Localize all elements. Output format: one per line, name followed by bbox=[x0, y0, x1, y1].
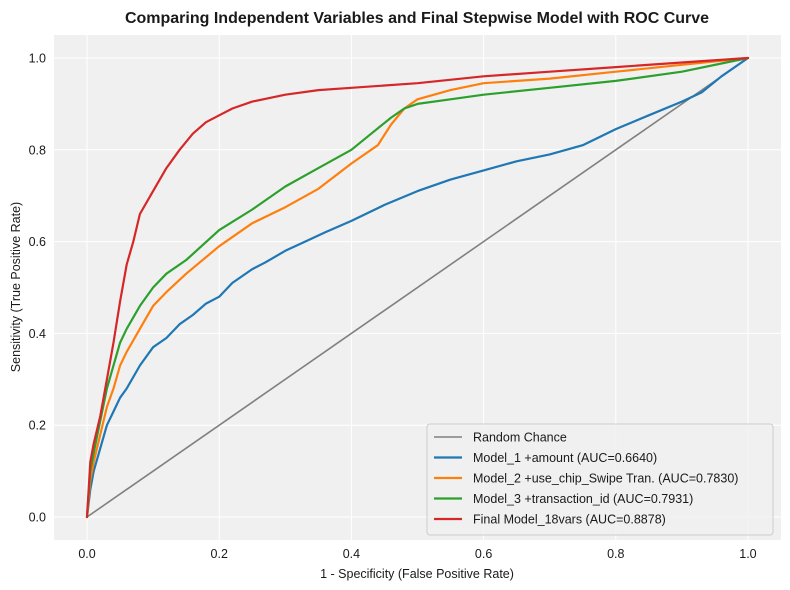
y-tick-label: 1.0 bbox=[29, 51, 46, 65]
chart-title: Comparing Independent Variables and Fina… bbox=[125, 10, 709, 27]
y-tick-label: 0.0 bbox=[29, 511, 46, 525]
series-line-0 bbox=[86, 57, 749, 518]
y-tick-label: 0.2 bbox=[29, 419, 46, 433]
legend-label-1: Model_1 +amount (AUC=0.6640) bbox=[473, 451, 657, 465]
legend-box bbox=[426, 423, 774, 536]
x-axis-label: 1 - Specificity (False Positive Rate) bbox=[320, 567, 514, 581]
x-tick-labels: 0.0 0.2 0.4 0.6 0.8 1.0 bbox=[78, 547, 756, 561]
legend-label-0: Random Chance bbox=[473, 431, 567, 445]
x-tick-label: 0.8 bbox=[607, 547, 624, 561]
grid-lines bbox=[54, 35, 781, 540]
legend-label-2: Model_2 +use_chip_Swipe Tran. (AUC=0.783… bbox=[473, 472, 738, 486]
x-tick-label: 0.6 bbox=[475, 547, 492, 561]
series-line-2 bbox=[85, 56, 750, 519]
x-tick-label: 1.0 bbox=[739, 547, 756, 561]
legend-label-4: Final Model_18vars (AUC=0.8878) bbox=[473, 513, 666, 527]
series-line-3 bbox=[85, 56, 750, 519]
y-tick-label: 0.8 bbox=[29, 143, 46, 157]
x-tick-label: 0.0 bbox=[78, 547, 95, 561]
x-tick-label: 0.2 bbox=[211, 547, 228, 561]
x-tick-label: 0.4 bbox=[343, 547, 360, 561]
y-tick-labels: 0.0 0.2 0.4 0.6 0.8 1.0 bbox=[29, 51, 46, 524]
y-axis-label: Sensitivity (True Positive Rate) bbox=[9, 202, 23, 372]
y-tick-label: 0.4 bbox=[29, 327, 46, 341]
legend-label-3: Model_3 +transaction_id (AUC=0.7931) bbox=[473, 492, 693, 506]
series-line-1 bbox=[85, 56, 750, 519]
legend: Random Chance Model_1 +amount (AUC=0.6640… bbox=[426, 423, 774, 536]
series-line-4 bbox=[85, 56, 750, 519]
series-layer bbox=[85, 56, 750, 519]
y-tick-label: 0.6 bbox=[29, 235, 46, 249]
